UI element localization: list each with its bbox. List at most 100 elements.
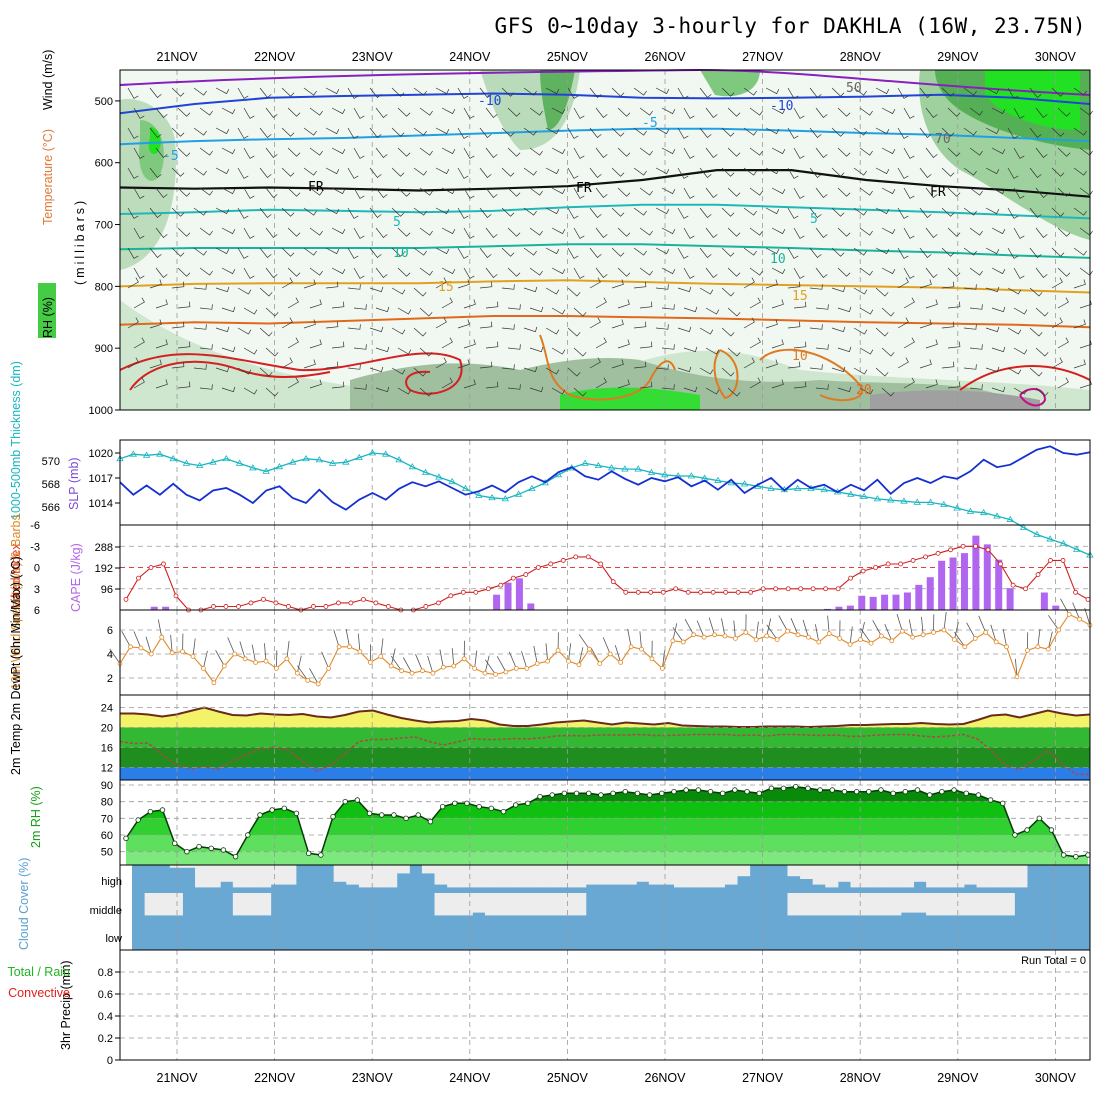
wind-barb (397, 267, 411, 277)
cloud-cell (812, 893, 826, 916)
lifted-index-marker (685, 589, 691, 595)
wind-speed-marker (367, 660, 373, 665)
wind-barb (991, 386, 1006, 393)
wind-barb (1007, 367, 1022, 375)
wind-barb (397, 147, 411, 157)
thickness-marker (740, 480, 749, 487)
wind-barb (611, 247, 625, 257)
wind-barb (1013, 107, 1025, 119)
wind-axis-label: 10m Wind Speed (m/s) & Barbs (9, 514, 23, 690)
cloud-cell (195, 865, 209, 888)
wind-barb (699, 287, 714, 295)
temp-mask (120, 695, 1090, 727)
thickness-marker (966, 507, 975, 514)
temp-axis-label: 2m Temp 2m DewPt (6hr Min/Max) (°C) (9, 556, 23, 775)
wind-speed-marker (1056, 627, 1062, 633)
cloud-cell (522, 865, 536, 888)
wind-barb (859, 347, 874, 355)
wind-speed-marker (566, 658, 571, 664)
wind-barb (903, 187, 915, 199)
wind-barb (485, 301, 499, 309)
cloud-cell (674, 865, 688, 888)
wind-barb (595, 147, 608, 158)
contour-label: 15 (792, 289, 808, 304)
wind-barb (611, 127, 625, 137)
wind-barb (457, 247, 469, 259)
wind-barb (391, 167, 405, 177)
cloud-cell (358, 865, 372, 888)
lifted-index-marker (898, 561, 903, 567)
cloud-cell (157, 893, 171, 916)
date-label-top: 24NOV (449, 50, 491, 64)
wind-barb (309, 379, 322, 389)
wind-barb (859, 187, 873, 196)
wind-speed-marker (409, 670, 415, 676)
wind-barb (391, 87, 405, 97)
wind-barb (1073, 279, 1086, 289)
temperature-contour (119, 203, 1091, 220)
wind-speed-marker (284, 656, 290, 662)
wind-barb (155, 379, 168, 389)
surface-wind-barb (484, 655, 490, 674)
cloud-cell (245, 893, 259, 916)
cloud-cell (573, 893, 587, 916)
cape-bar (846, 605, 854, 610)
wind-barb (413, 87, 427, 96)
wind-barb (551, 347, 566, 355)
wind-barb (881, 107, 896, 115)
wind-barb (457, 319, 470, 329)
cape-bar (938, 560, 946, 610)
wind-barb (589, 247, 602, 258)
surface-wind-barb (639, 631, 642, 650)
rh-marker (427, 818, 434, 825)
rh-marker (780, 785, 787, 792)
rh-marker (366, 810, 373, 817)
wind-barb (617, 299, 630, 309)
wind-barb (705, 347, 720, 355)
cloud-cell (447, 893, 461, 916)
wind-barb (127, 277, 139, 289)
wind-barb (1029, 247, 1042, 258)
rh-shading (148, 127, 161, 155)
surface-wind-barb (954, 631, 966, 648)
lifted-index-marker (473, 589, 479, 595)
thickness-marker (488, 493, 496, 501)
wind-barb (595, 187, 608, 198)
rh-marker (1073, 853, 1079, 860)
wind-speed-marker (1025, 648, 1030, 653)
thickness-marker (514, 490, 523, 497)
temperature-contour (119, 169, 1091, 198)
slp-line (119, 445, 1091, 511)
cape-bar (835, 606, 843, 610)
wind-barb (133, 187, 145, 199)
wind-barb (375, 187, 388, 198)
rh-marker (732, 787, 738, 793)
wind-barb (947, 187, 961, 197)
wind-barb (479, 247, 492, 258)
rh-fill-band (126, 851, 1088, 865)
date-label-bottom: 22NOV (254, 1071, 296, 1085)
wind-barb (633, 207, 647, 216)
wind-barb (611, 167, 625, 177)
wind-barb (831, 127, 845, 137)
wind-speed-marker (722, 633, 728, 639)
surface-wind-barb (627, 629, 632, 647)
wind-barb (177, 381, 191, 389)
date-label-top: 23NOV (352, 50, 394, 64)
surface-wind-barb (778, 615, 788, 632)
wind-barb (441, 297, 453, 309)
rh-tick: 70 (101, 813, 113, 825)
lifted-index-marker (885, 561, 891, 567)
wind-barb (177, 301, 191, 309)
cape-bar (926, 577, 934, 610)
wind-speed-marker (1066, 612, 1072, 617)
wind-barb (413, 327, 427, 337)
wind-barb (479, 127, 492, 138)
wind-barb (353, 344, 367, 350)
date-label-top: 21NOV (157, 50, 199, 64)
wind-speed-marker (805, 634, 811, 640)
wind-barb (193, 167, 207, 176)
wind-barb (771, 379, 784, 389)
wind-barb (573, 227, 585, 239)
precip-ylabel: 3hr Precip (mm) (59, 960, 73, 1050)
